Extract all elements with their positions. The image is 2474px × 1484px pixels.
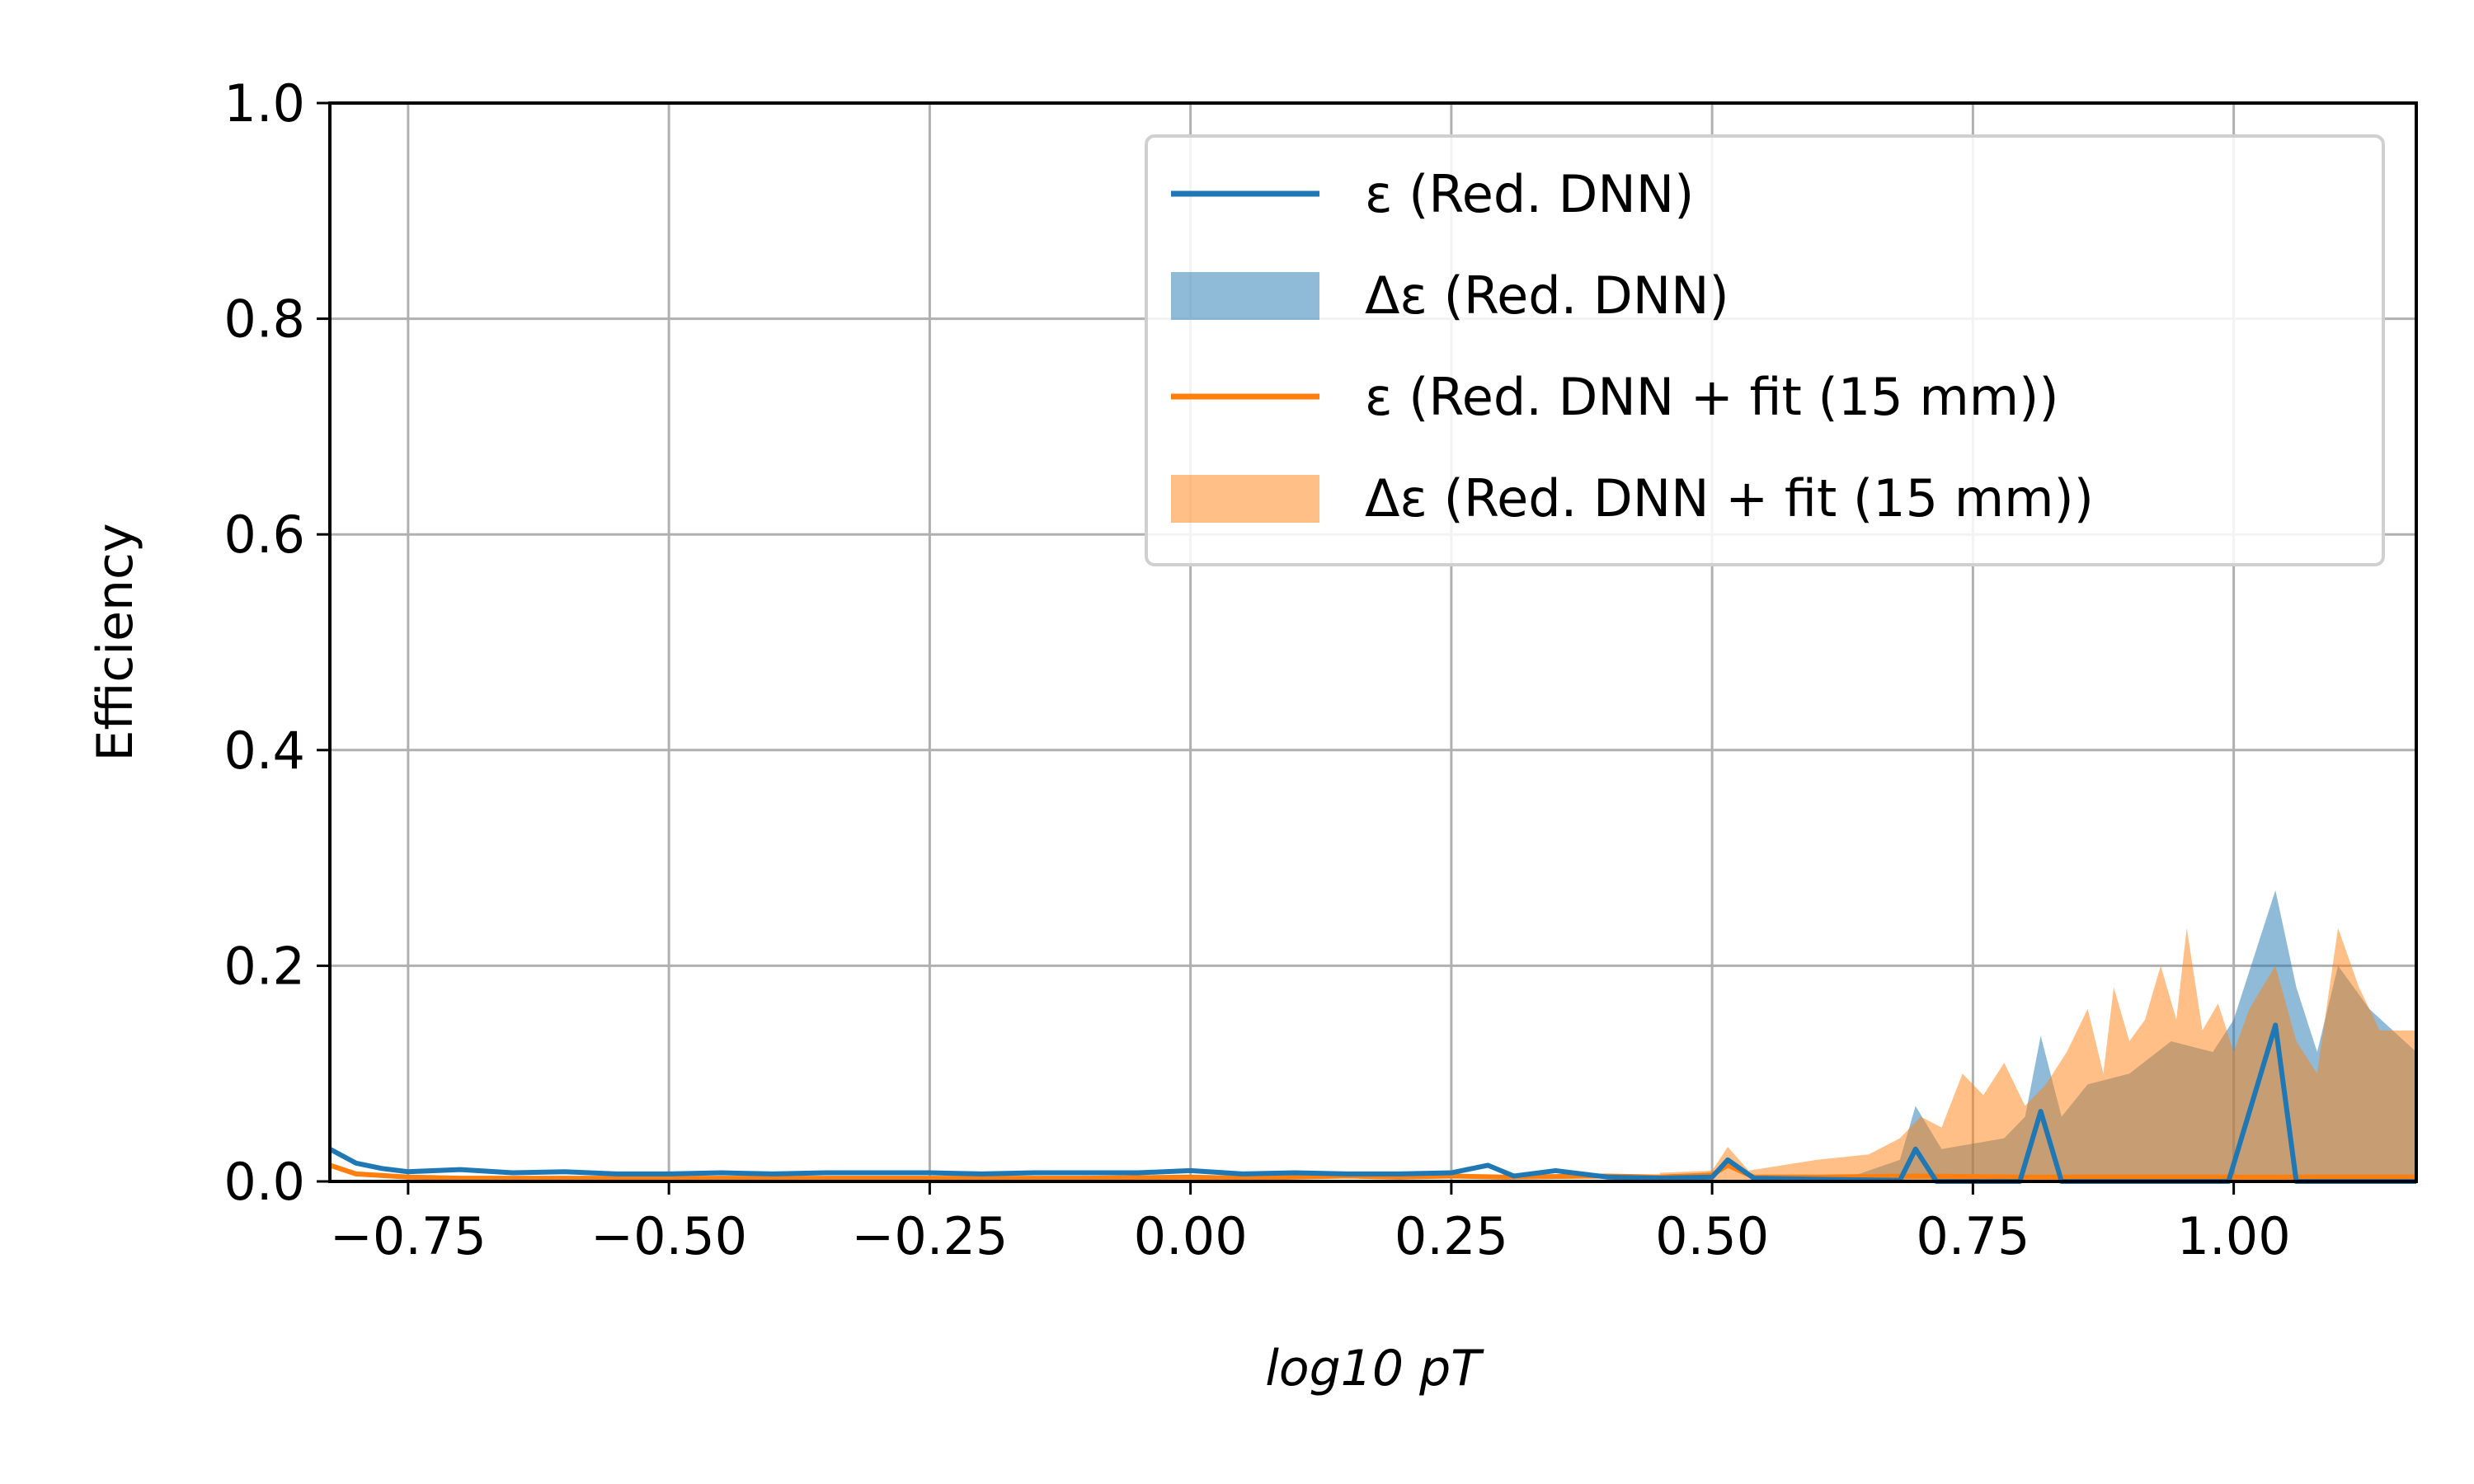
band-series-1: [1659, 928, 2416, 1181]
x-tick-label-0: −0.75: [330, 1206, 487, 1266]
x-tick-label-2: −0.25: [851, 1206, 1008, 1266]
axes-frame: [328, 101, 2418, 1183]
y-tick-label-0: 0.0: [223, 1152, 305, 1212]
legend-label-2: ε (Red. DNN + fit (15 mm)): [1365, 367, 2059, 427]
x-tick-label-4: 0.25: [1395, 1206, 1508, 1266]
y-tick-label-5: 1.0: [223, 73, 305, 134]
y-axis-label: Efficiency: [87, 523, 144, 761]
x-axis-label: log10 pT: [1265, 1340, 1484, 1397]
x-tick-label-7: 1.00: [2177, 1206, 2291, 1266]
x-tick-label-1: −0.50: [590, 1206, 747, 1266]
legend-swatch-1: [1171, 272, 1319, 320]
x-tick-label-6: 0.75: [1916, 1206, 2030, 1266]
line-series-1: [329, 1162, 2416, 1181]
y-tick-label-2: 0.4: [223, 721, 305, 781]
legend: ε (Red. DNN) Δε (Red. DNN) ε (Red. DNN + f…: [1145, 134, 2385, 566]
legend-label-3: Δε (Red. DNN + fit (15 mm)): [1365, 468, 2094, 528]
legend-box: [1145, 134, 2385, 566]
y-tick-label-1: 0.2: [223, 936, 305, 996]
y-tick-label-3: 0.6: [223, 505, 305, 565]
x-tick-label-5: 0.50: [1655, 1206, 1769, 1266]
legend-label-1: Δε (Red. DNN): [1365, 265, 1729, 326]
uncertainty-bands: [1659, 890, 2416, 1181]
y-tick-label-4: 0.8: [223, 289, 305, 350]
x-tick-label-3: 0.00: [1134, 1206, 1248, 1266]
axis-ticks: −0.75 −0.50 −0.25 0.00 0.25 0.50 0.75 1.00 0.0 0.…: [223, 73, 2290, 1266]
legend-label-0: ε (Red. DNN): [1365, 164, 1694, 224]
legend-swatch-3: [1171, 475, 1319, 523]
